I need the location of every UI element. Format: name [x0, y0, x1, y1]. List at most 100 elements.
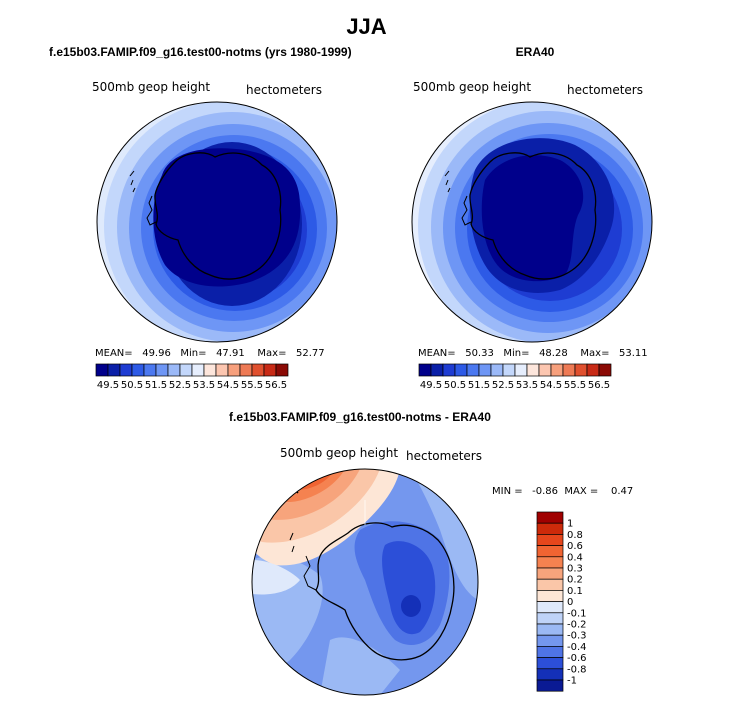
panel2-colorbar-box	[490, 363, 504, 377]
panel1-colorbar-box	[167, 363, 181, 377]
panel2-colorbar-box	[466, 363, 480, 377]
panel3-colorbar-box	[536, 623, 564, 636]
panel2-colorbar-box	[442, 363, 456, 377]
panel3-title: f.e15b03.FAMIP.f09_g16.test00-notms - ER…	[229, 410, 491, 424]
panel2-max-value: 53.11	[619, 348, 648, 359]
panel3-map	[251, 468, 479, 696]
panel3-colorbar-tick-label: 0.2	[567, 575, 583, 586]
panel1-title: f.e15b03.FAMIP.f09_g16.test00-notms (yrs…	[49, 45, 352, 59]
panel3-units-label: hectometers	[406, 449, 482, 463]
panel1-colorbar-box	[263, 363, 277, 377]
panel3-colorbar-tick-label: -0.3	[567, 631, 587, 642]
panel1-colorbar-tick-label: 51.5	[145, 380, 167, 391]
figure-title: JJA	[346, 14, 387, 39]
panel2-colorbar-tick-label: 53.5	[516, 380, 538, 391]
panel2-colorbar-tick-label: 54.5	[540, 380, 562, 391]
panel1-colorbar: 49.5 50.5 51.5 52.5 53.5 54.5 55.5 56.5	[95, 363, 289, 391]
panel1-colorbar-box	[131, 363, 145, 377]
panel1-colorbar-box	[95, 363, 109, 377]
panel2-max-label: Max=	[580, 348, 610, 359]
panel2-colorbar-box	[598, 363, 612, 377]
panel2-colorbar-tick-label: 51.5	[468, 380, 490, 391]
panel2-colorbar-tick-label: 55.5	[564, 380, 586, 391]
panel3-colorbar-box	[536, 668, 564, 681]
panel1-colorbar-box	[107, 363, 121, 377]
panel2-stats: MEAN= 50.33 Min= 48.28 Max= 53.11	[418, 348, 648, 359]
panel1-colorbar-tick-label: 49.5	[97, 380, 119, 391]
panel3-colorbar-tick-label: 0.4	[567, 552, 583, 563]
panel3-colorbar-box	[536, 679, 564, 692]
panel1-colorbar-tick-label: 54.5	[217, 380, 239, 391]
panel2-min-label: Min=	[503, 348, 530, 359]
panel3-colorbar-tick-label: -0.4	[567, 642, 587, 653]
panel3-colorbar-tick-label: 0.8	[567, 530, 583, 541]
panel1-colorbar-box	[227, 363, 241, 377]
panel1-colorbar-box	[119, 363, 133, 377]
panel2-field-label: 500mb geop height	[413, 80, 532, 94]
panel1-min-value: 47.91	[216, 348, 245, 359]
panel3-colorbar-tick-label: -0.8	[567, 664, 587, 675]
panel1-colorbar-box	[251, 363, 265, 377]
panel1-colorbar-box	[239, 363, 253, 377]
panel3-colorbar-box	[536, 534, 564, 546]
panel3-colorbar-tick-label: 0	[567, 597, 573, 608]
panel3-colorbar-box	[536, 511, 564, 524]
panel2-title: ERA40	[515, 45, 555, 59]
panel1-colorbar-box	[179, 363, 193, 377]
panel2-units-label: hectometers	[567, 83, 643, 97]
panel2-min-value: 48.28	[539, 348, 568, 359]
panel3-colorbar-box	[536, 612, 564, 625]
panel1-colorbar-tick-label: 50.5	[121, 380, 143, 391]
panel2-colorbar: 49.5 50.5 51.5 52.5 53.5 54.5 55.5 56.5	[418, 363, 612, 391]
panel1-field-label: 500mb geop height	[92, 80, 211, 94]
panel3-colorbar-box	[536, 590, 564, 602]
panel2-colorbar-box	[418, 363, 432, 377]
panel3-colorbar-tick-label: -0.6	[567, 653, 587, 664]
panel1-colorbar-box	[215, 363, 229, 377]
panel1-mean-value: 49.96	[142, 348, 171, 359]
panel2-colorbar-box	[526, 363, 540, 377]
panel3-colorbar-tick-label: 0.1	[567, 586, 583, 597]
panel1-colorbar-box	[155, 363, 169, 377]
panel2-colorbar-box	[562, 363, 576, 377]
panel3-colorbar-box	[536, 522, 564, 535]
panel1-colorbar-box	[275, 363, 289, 377]
panel2-colorbar-box	[550, 363, 564, 377]
panel3-colorbar: 10.80.60.40.30.20.10-0.1-0.2-0.3-0.4-0.6…	[536, 511, 587, 692]
panel1-mean-label: MEAN=	[95, 348, 133, 359]
panel3-colorbar-tick-label: 1	[567, 519, 573, 530]
panel2-colorbar-tick-label: 50.5	[444, 380, 466, 391]
panel2-colorbar-box	[538, 363, 552, 377]
panel1-units-label: hectometers	[246, 83, 322, 97]
panel3-stats: MIN = -0.86 MAX = 0.47	[492, 486, 634, 497]
panel2-map	[411, 101, 653, 343]
panel1-colorbar-tick-label: 53.5	[193, 380, 215, 391]
panel2-colorbar-box	[502, 363, 516, 377]
panel2-colorbar-tick-label: 56.5	[588, 380, 610, 391]
panel1-map	[96, 101, 338, 343]
panel2-colorbar-box	[514, 363, 528, 377]
panel2-colorbar-tick-label: 52.5	[492, 380, 514, 391]
panel1-colorbar-tick-label: 55.5	[241, 380, 263, 391]
panel1-colorbar-box	[203, 363, 217, 377]
panel1-colorbar-box	[143, 363, 157, 377]
panel3-colorbar-box	[536, 567, 564, 580]
panel3-colorbar-tick-label: -0.2	[567, 620, 587, 631]
panel2-colorbar-box	[478, 363, 492, 377]
panel3-colorbar-box	[536, 646, 564, 658]
panel2-mean-value: 50.33	[465, 348, 494, 359]
panel2-colorbar-tick-label: 49.5	[420, 380, 442, 391]
panel1-min-label: Min=	[180, 348, 207, 359]
panel1-colorbar-tick-label: 56.5	[265, 380, 287, 391]
panel2-colorbar-box	[574, 363, 588, 377]
panel2-colorbar-box	[586, 363, 600, 377]
panel2-mean-label: MEAN=	[418, 348, 456, 359]
panel3-colorbar-box	[536, 601, 564, 614]
panel3-colorbar-box	[536, 545, 564, 558]
panel2-colorbar-box	[430, 363, 444, 377]
panel3-colorbar-tick-label: -0.1	[567, 608, 587, 619]
panel3-colorbar-box	[536, 657, 564, 670]
panel1-colorbar-box	[191, 363, 205, 377]
panel1-colorbar-tick-label: 52.5	[169, 380, 191, 391]
